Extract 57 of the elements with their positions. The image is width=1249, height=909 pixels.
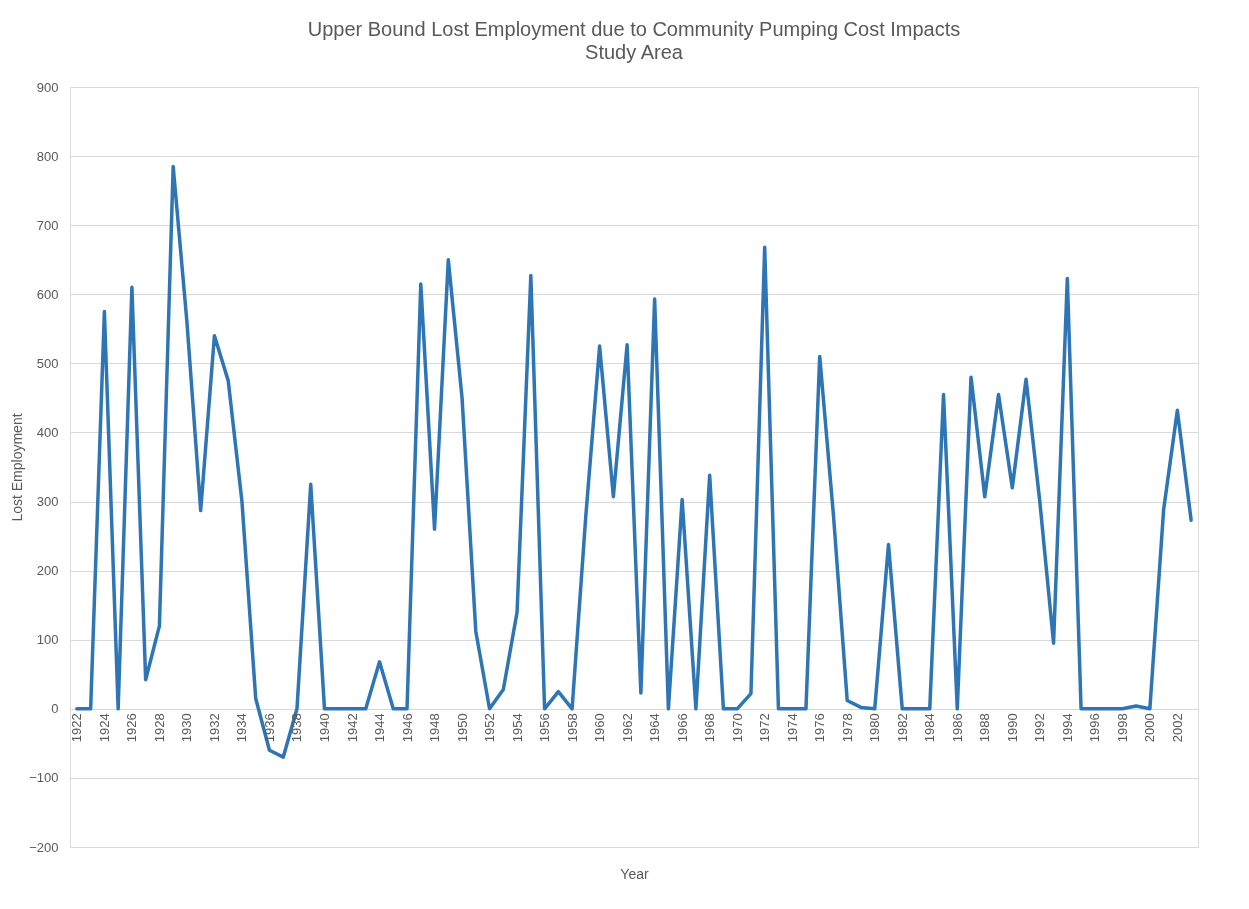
x-tick-label: 1960 <box>592 713 608 743</box>
x-tick-label: 1932 <box>206 713 222 743</box>
x-tick-label: 1974 <box>784 713 800 743</box>
x-tick-label: 1968 <box>702 713 718 743</box>
y-tick-label: −100 <box>29 770 59 786</box>
x-tick-label: 1998 <box>1114 713 1130 743</box>
x-tick-label: 1988 <box>977 713 993 743</box>
y-tick-label: −200 <box>29 839 59 855</box>
x-tick-label: 1996 <box>1087 713 1103 743</box>
y-tick-label: 300 <box>36 494 59 510</box>
y-tick-label: 800 <box>36 148 59 164</box>
x-tick-label: 2002 <box>1169 713 1185 743</box>
x-tick-label: 1990 <box>1004 713 1020 743</box>
y-tick-label: 200 <box>36 563 59 579</box>
y-axis-title: Lost Employment <box>9 413 26 522</box>
x-axis-title: Year <box>620 865 649 882</box>
x-tick-label: 1926 <box>124 713 140 743</box>
chart-title: Upper Bound Lost Employment due to Community Pumping Cost Impacts <box>307 18 961 40</box>
y-tick-label: 0 <box>51 701 59 717</box>
x-tick-label: 1930 <box>179 713 195 743</box>
x-tick-label: 1982 <box>894 713 910 743</box>
x-tick-label: 1956 <box>537 713 553 743</box>
x-tick-label: 1964 <box>647 713 663 743</box>
x-tick-label: 1944 <box>372 713 388 743</box>
x-tick-label: 1978 <box>839 713 855 743</box>
y-tick-label: 400 <box>36 424 59 440</box>
x-tick-label: 1954 <box>509 713 525 743</box>
x-tick-label: 1966 <box>674 713 690 743</box>
x-tick-label: 1928 <box>151 713 167 743</box>
x-tick-label: 1924 <box>96 713 112 743</box>
y-tick-label: 600 <box>36 286 59 302</box>
y-tick-label: 500 <box>36 355 59 371</box>
x-tick-label: 1938 <box>289 713 305 743</box>
chart-subtitle: Study Area <box>585 41 684 63</box>
x-tick-label: 1936 <box>261 713 277 743</box>
x-tick-label: 1976 <box>812 713 828 743</box>
x-tick-label: 1942 <box>344 713 360 743</box>
x-tick-label: 1940 <box>316 713 332 743</box>
x-tick-label: 1934 <box>234 713 250 743</box>
x-tick-label: 1948 <box>427 713 443 743</box>
x-tick-label: 1980 <box>867 713 883 743</box>
x-tick-label: 1952 <box>482 713 498 743</box>
x-tick-label: 1946 <box>399 713 415 743</box>
y-tick-label: 700 <box>36 217 59 233</box>
y-tick-label: 900 <box>36 79 59 95</box>
x-tick-label: 1970 <box>729 713 745 743</box>
x-tick-label: 1950 <box>454 713 470 743</box>
x-tick-label: 1986 <box>949 713 965 743</box>
x-tick-label: 2000 <box>1142 713 1158 743</box>
x-tick-label: 1992 <box>1032 713 1048 743</box>
y-tick-label: 100 <box>36 632 59 648</box>
x-tick-label: 1994 <box>1059 713 1075 743</box>
x-tick-label: 1958 <box>564 713 580 743</box>
x-tick-label: 1984 <box>922 713 938 743</box>
x-tick-label: 1922 <box>69 713 85 743</box>
x-tick-label: 1962 <box>619 713 635 743</box>
x-tick-label: 1972 <box>757 713 773 743</box>
